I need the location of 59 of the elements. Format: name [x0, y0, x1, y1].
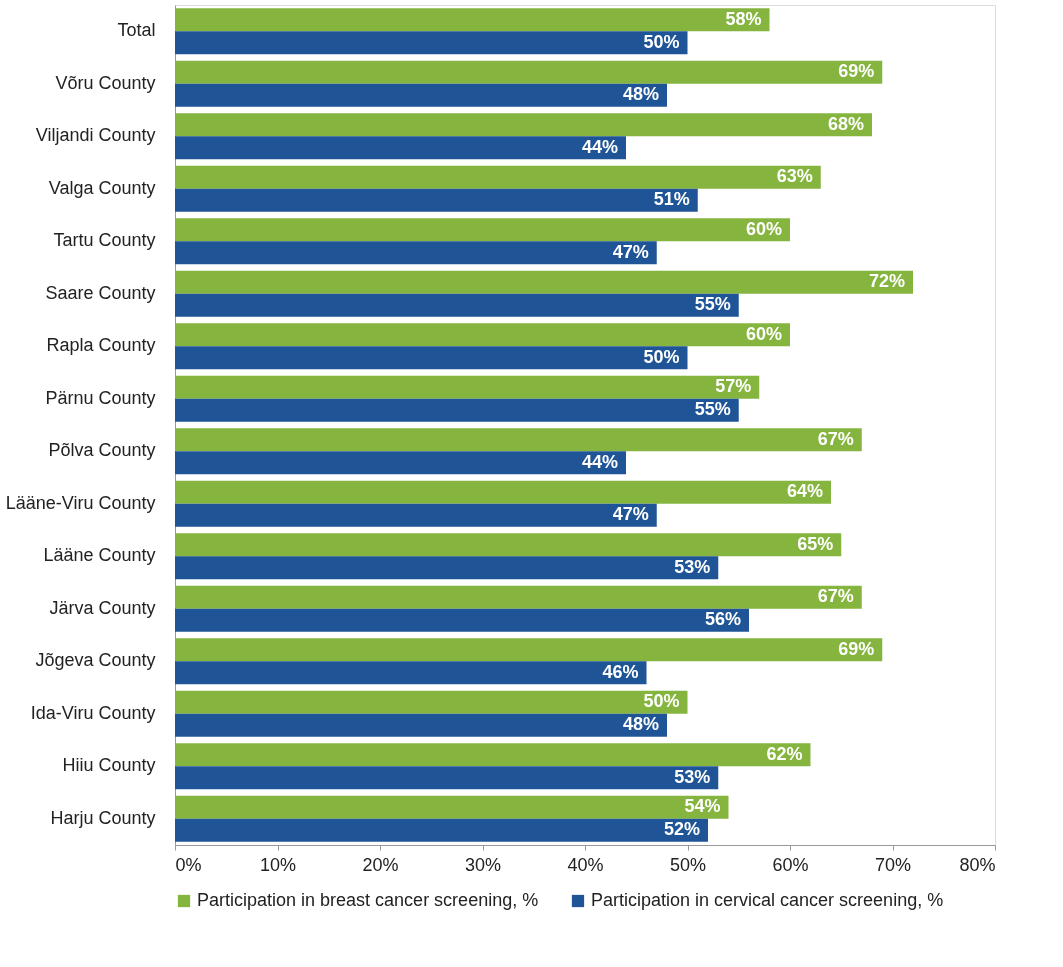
data-label: 56% — [704, 609, 741, 630]
data-label: 51% — [653, 189, 690, 210]
y-tick-label: Lääne County — [43, 545, 156, 566]
data-label: 44% — [581, 136, 618, 157]
x-tick-label: 80% — [959, 854, 996, 875]
x-tick-label: 10% — [259, 854, 297, 875]
data-label: 55% — [694, 294, 731, 315]
data-label: 62% — [766, 743, 803, 764]
data-label: 48% — [622, 714, 659, 735]
x-tick-label: 70% — [874, 854, 912, 875]
y-tick-label: Valga County — [48, 177, 156, 198]
data-label: 67% — [817, 428, 854, 449]
x-tick-label: 30% — [464, 854, 502, 875]
y-tick-label: Total — [117, 20, 156, 41]
x-tick-label: 50% — [669, 854, 707, 875]
data-label: 65% — [797, 533, 834, 554]
y-tick-label: Lääne-Viru County — [5, 492, 156, 513]
y-tick-label: Saare County — [45, 282, 156, 303]
data-label: 47% — [612, 241, 649, 262]
x-tick-label: 0% — [175, 854, 202, 875]
x-tick-label: 40% — [567, 854, 604, 875]
data-label: 50% — [643, 346, 680, 367]
data-label: 60% — [745, 218, 782, 239]
data-label: 67% — [817, 586, 854, 607]
data-label: 69% — [838, 638, 875, 659]
data-label: 46% — [602, 661, 639, 682]
data-label: 63% — [776, 166, 813, 187]
y-tick-label: Pärnu County — [45, 387, 156, 408]
legend-label: Participation in breast cancer screening, % — [197, 890, 539, 910]
data-label: 48% — [622, 84, 659, 105]
data-label: 44% — [581, 451, 618, 472]
data-label: 50% — [643, 31, 680, 52]
data-label: 53% — [674, 766, 711, 787]
y-tick-label: Jõgeva County — [35, 650, 156, 671]
data-label: 64% — [786, 481, 823, 502]
data-label: 68% — [827, 113, 864, 134]
y-tick-label: Põlva County — [48, 440, 156, 461]
y-tick-label: Ida-Viru County — [30, 702, 156, 723]
x-tick-label: 60% — [772, 854, 809, 875]
data-label: 57% — [715, 376, 752, 397]
y-tick-label: Rapla County — [46, 335, 156, 356]
data-label: 55% — [694, 399, 731, 420]
y-tick-label: Järva County — [49, 597, 156, 618]
data-label: 60% — [745, 323, 782, 344]
y-tick-label: Viljandi County — [35, 125, 156, 146]
data-label: 54% — [684, 796, 721, 817]
y-tick-label: Hiiu County — [62, 755, 156, 776]
data-label: 72% — [868, 271, 905, 292]
data-label: 69% — [838, 61, 875, 82]
data-label: 52% — [663, 819, 700, 840]
y-tick-label: Tartu County — [53, 230, 156, 251]
legend-label: Participation in cervical cancer screening, % — [591, 890, 944, 910]
data-label: 47% — [612, 504, 649, 525]
x-tick-label: 20% — [362, 854, 399, 875]
y-tick-label: Harju County — [50, 807, 156, 828]
data-label: 53% — [674, 556, 711, 577]
data-label: 58% — [725, 8, 762, 29]
data-label: 50% — [643, 691, 680, 712]
y-tick-label: Võru County — [55, 72, 156, 93]
